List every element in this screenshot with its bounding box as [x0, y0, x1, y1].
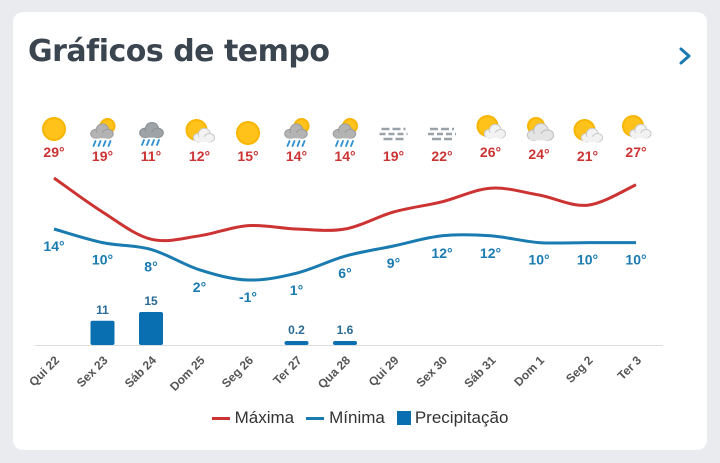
min-temp-label: 14°	[43, 238, 64, 254]
temperature-chart: 11 15 0.2 1.6 29° 19° 11° 12° 15° 14° 14° 19° 22° 26°…	[26, 115, 663, 394]
min-temp-label: -1°	[239, 289, 257, 305]
legend-item-max[interactable]: Máxima	[211, 408, 295, 428]
max-temp-label: 22°	[431, 148, 452, 164]
x-tick-label: Sáb 31	[461, 353, 498, 390]
precip-bar[interactable]	[90, 320, 115, 345]
max-temp-label: 27°	[625, 144, 646, 160]
rain-icon	[90, 118, 116, 147]
min-temp-label: 10°	[625, 252, 646, 268]
rain-icon	[284, 118, 310, 147]
max-temp-label: 14°	[286, 148, 307, 164]
min-temp-line[interactable]	[53, 227, 636, 282]
legend-min-label: Mínima	[329, 408, 385, 427]
legend-item-precip[interactable]: Precipitação	[396, 408, 509, 428]
partly-cloudy-icon	[573, 119, 604, 143]
max-temp-line[interactable]	[53, 176, 637, 243]
precip-label: 15	[144, 294, 158, 308]
heavy-rain-icon	[139, 121, 164, 146]
x-tick-label: Qua 28	[315, 353, 353, 391]
min-temp-label: 12°	[480, 245, 501, 261]
min-temp-label: 10°	[528, 252, 549, 268]
partly-cloudy-icon	[622, 115, 652, 139]
x-tick-label: Dom 1	[511, 353, 547, 389]
min-temp-label: 8°	[144, 258, 157, 274]
x-tick-label: Seg 26	[219, 353, 256, 390]
weather-chart-card: Gráficos de tempo 11 15 0.2 1.6 29° 19° 11° 12°…	[13, 12, 707, 450]
rain-icon	[332, 118, 358, 147]
legend-precip-label: Precipitação	[414, 408, 509, 427]
fog-icon	[379, 127, 408, 141]
precip-bar[interactable]	[333, 341, 357, 345]
max-temp-label: 14°	[334, 148, 355, 164]
x-tick-label: Ter 27	[270, 353, 305, 388]
cloudy-icon	[526, 117, 555, 141]
max-temp-label: 21°	[577, 148, 598, 164]
max-temp-label: 19°	[383, 148, 404, 164]
min-temp-label: 6°	[338, 265, 351, 281]
min-temp-label: 10°	[92, 252, 113, 268]
precip-label: 1.6	[337, 323, 354, 337]
card-title: Gráficos de tempo	[28, 34, 330, 69]
fog-icon	[428, 127, 456, 141]
x-tick-label: Sex 30	[413, 353, 450, 390]
max-temp-label: 15°	[237, 148, 258, 164]
min-temp-label: 1°	[290, 282, 303, 298]
max-temp-label: 26°	[480, 144, 501, 160]
min-temp-label: 2°	[193, 279, 206, 295]
max-temp-label: 11°	[141, 148, 161, 164]
precip-label: 11	[96, 303, 109, 317]
legend-max-swatch	[211, 416, 230, 420]
min-temp-label: 12°	[431, 245, 452, 261]
legend-item-min[interactable]: Mínima	[306, 408, 385, 428]
x-tick-label: Dom 25	[167, 353, 208, 394]
precip-label: 0.2	[288, 323, 305, 337]
precip-bar[interactable]	[139, 312, 163, 345]
legend-min-swatch	[306, 416, 325, 420]
x-tick-label: Ter 3	[615, 353, 645, 383]
sun-icon	[42, 117, 66, 141]
min-temp-label: 10°	[577, 252, 598, 268]
max-temp-label: 24°	[528, 146, 549, 162]
max-temp-label: 19°	[92, 148, 113, 164]
partly-cloudy-icon	[476, 115, 507, 139]
min-temp-label: 9°	[387, 255, 400, 271]
sun-icon	[236, 121, 260, 145]
legend-precip-swatch	[396, 411, 411, 425]
max-temp-label: 29°	[43, 144, 64, 160]
x-tick-label: Sáb 24	[122, 353, 159, 390]
precip-bar[interactable]	[284, 341, 309, 345]
chart-legend: Máxima Mínima Precipitação	[13, 408, 707, 428]
legend-max-label: Máxima	[234, 408, 295, 427]
partly-cloudy-icon	[185, 119, 216, 143]
max-temp-label: 12°	[189, 148, 210, 164]
chevron-right-icon[interactable]	[675, 46, 695, 66]
x-tick-label: Sex 23	[74, 353, 111, 390]
x-tick-label: Seg 2	[563, 353, 596, 386]
x-tick-label: Qui 22	[26, 353, 62, 389]
x-tick-label: Qui 29	[366, 353, 402, 389]
